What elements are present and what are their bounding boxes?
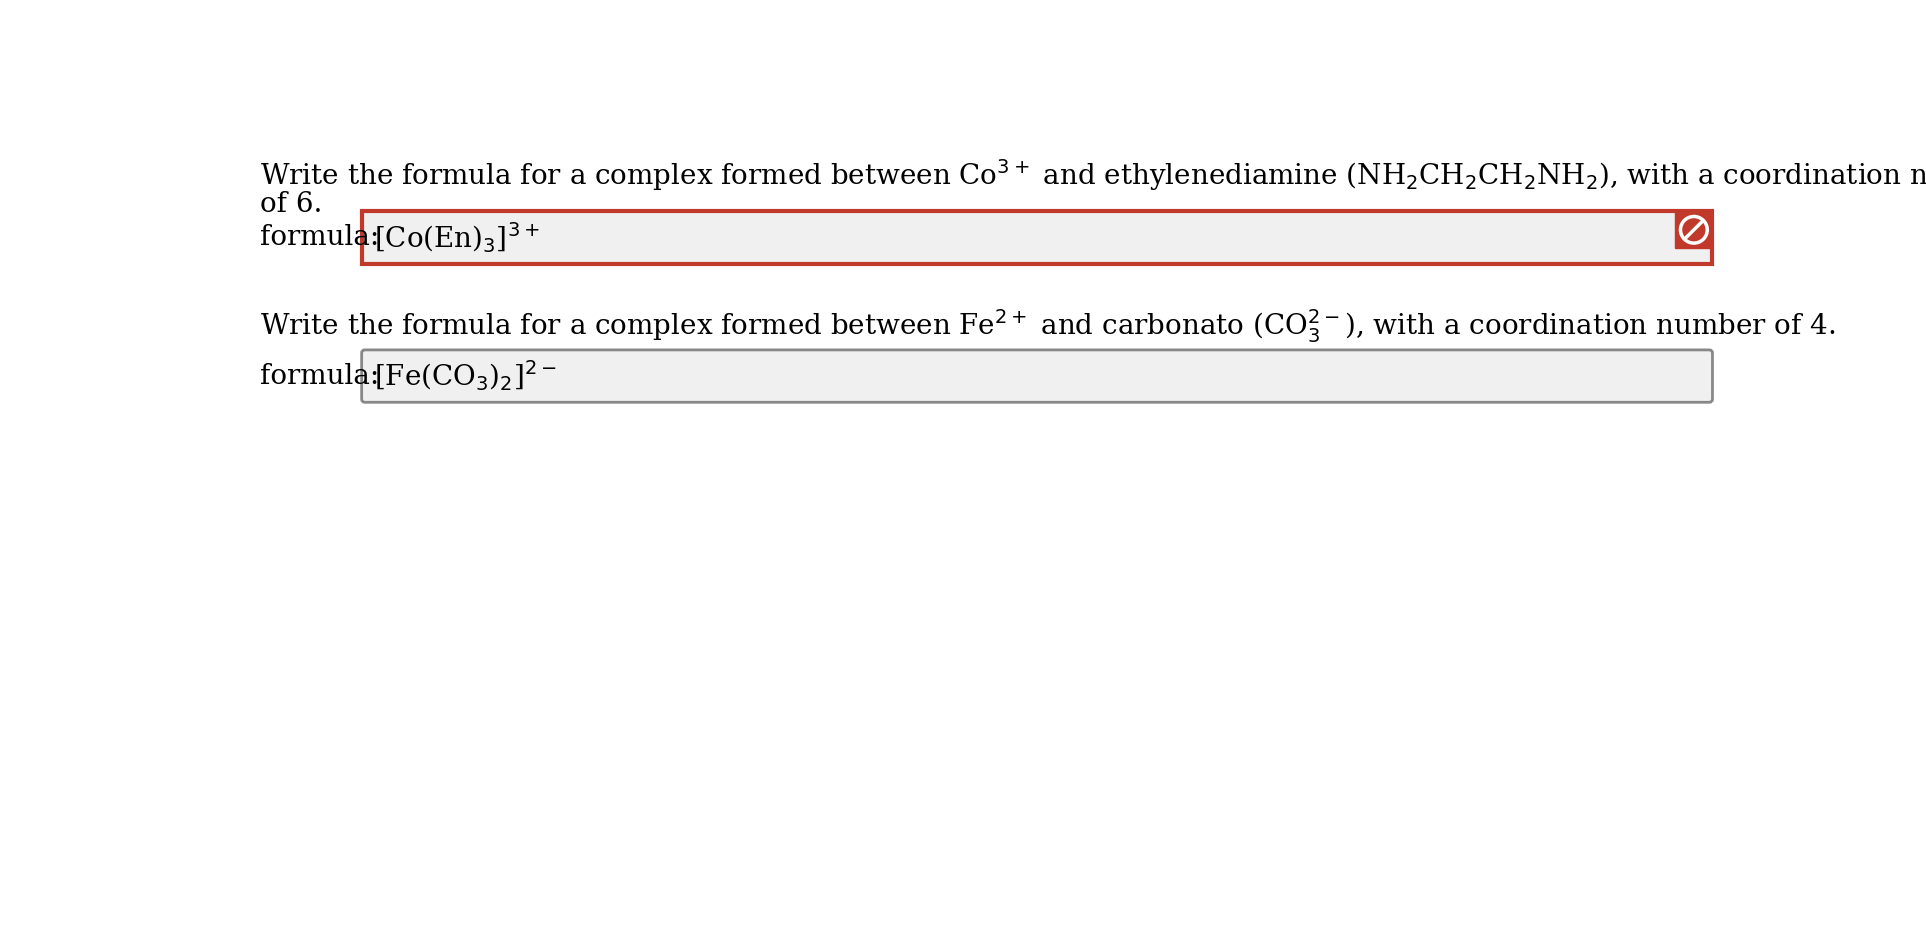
Text: [Fe(CO$_{3}$)$_{2}$]$^{2-}$: [Fe(CO$_{3}$)$_{2}$]$^{2-}$: [374, 359, 557, 394]
Text: formula:: formula:: [260, 224, 379, 251]
Text: Write the formula for a complex formed between Co$^{3+}$ and ethylenediamine (NH: Write the formula for a complex formed b…: [260, 157, 1926, 193]
Text: formula:: formula:: [260, 362, 379, 390]
FancyBboxPatch shape: [362, 350, 1712, 402]
Bar: [1676, 211, 1712, 248]
Text: of 6.: of 6.: [260, 191, 322, 219]
FancyBboxPatch shape: [362, 211, 1712, 264]
Text: Write the formula for a complex formed between Fe$^{2+}$ and carbonato (CO$_{3}^: Write the formula for a complex formed b…: [260, 307, 1835, 344]
Text: [Co(En)$_{3}$]$^{3+}$: [Co(En)$_{3}$]$^{3+}$: [374, 220, 539, 254]
